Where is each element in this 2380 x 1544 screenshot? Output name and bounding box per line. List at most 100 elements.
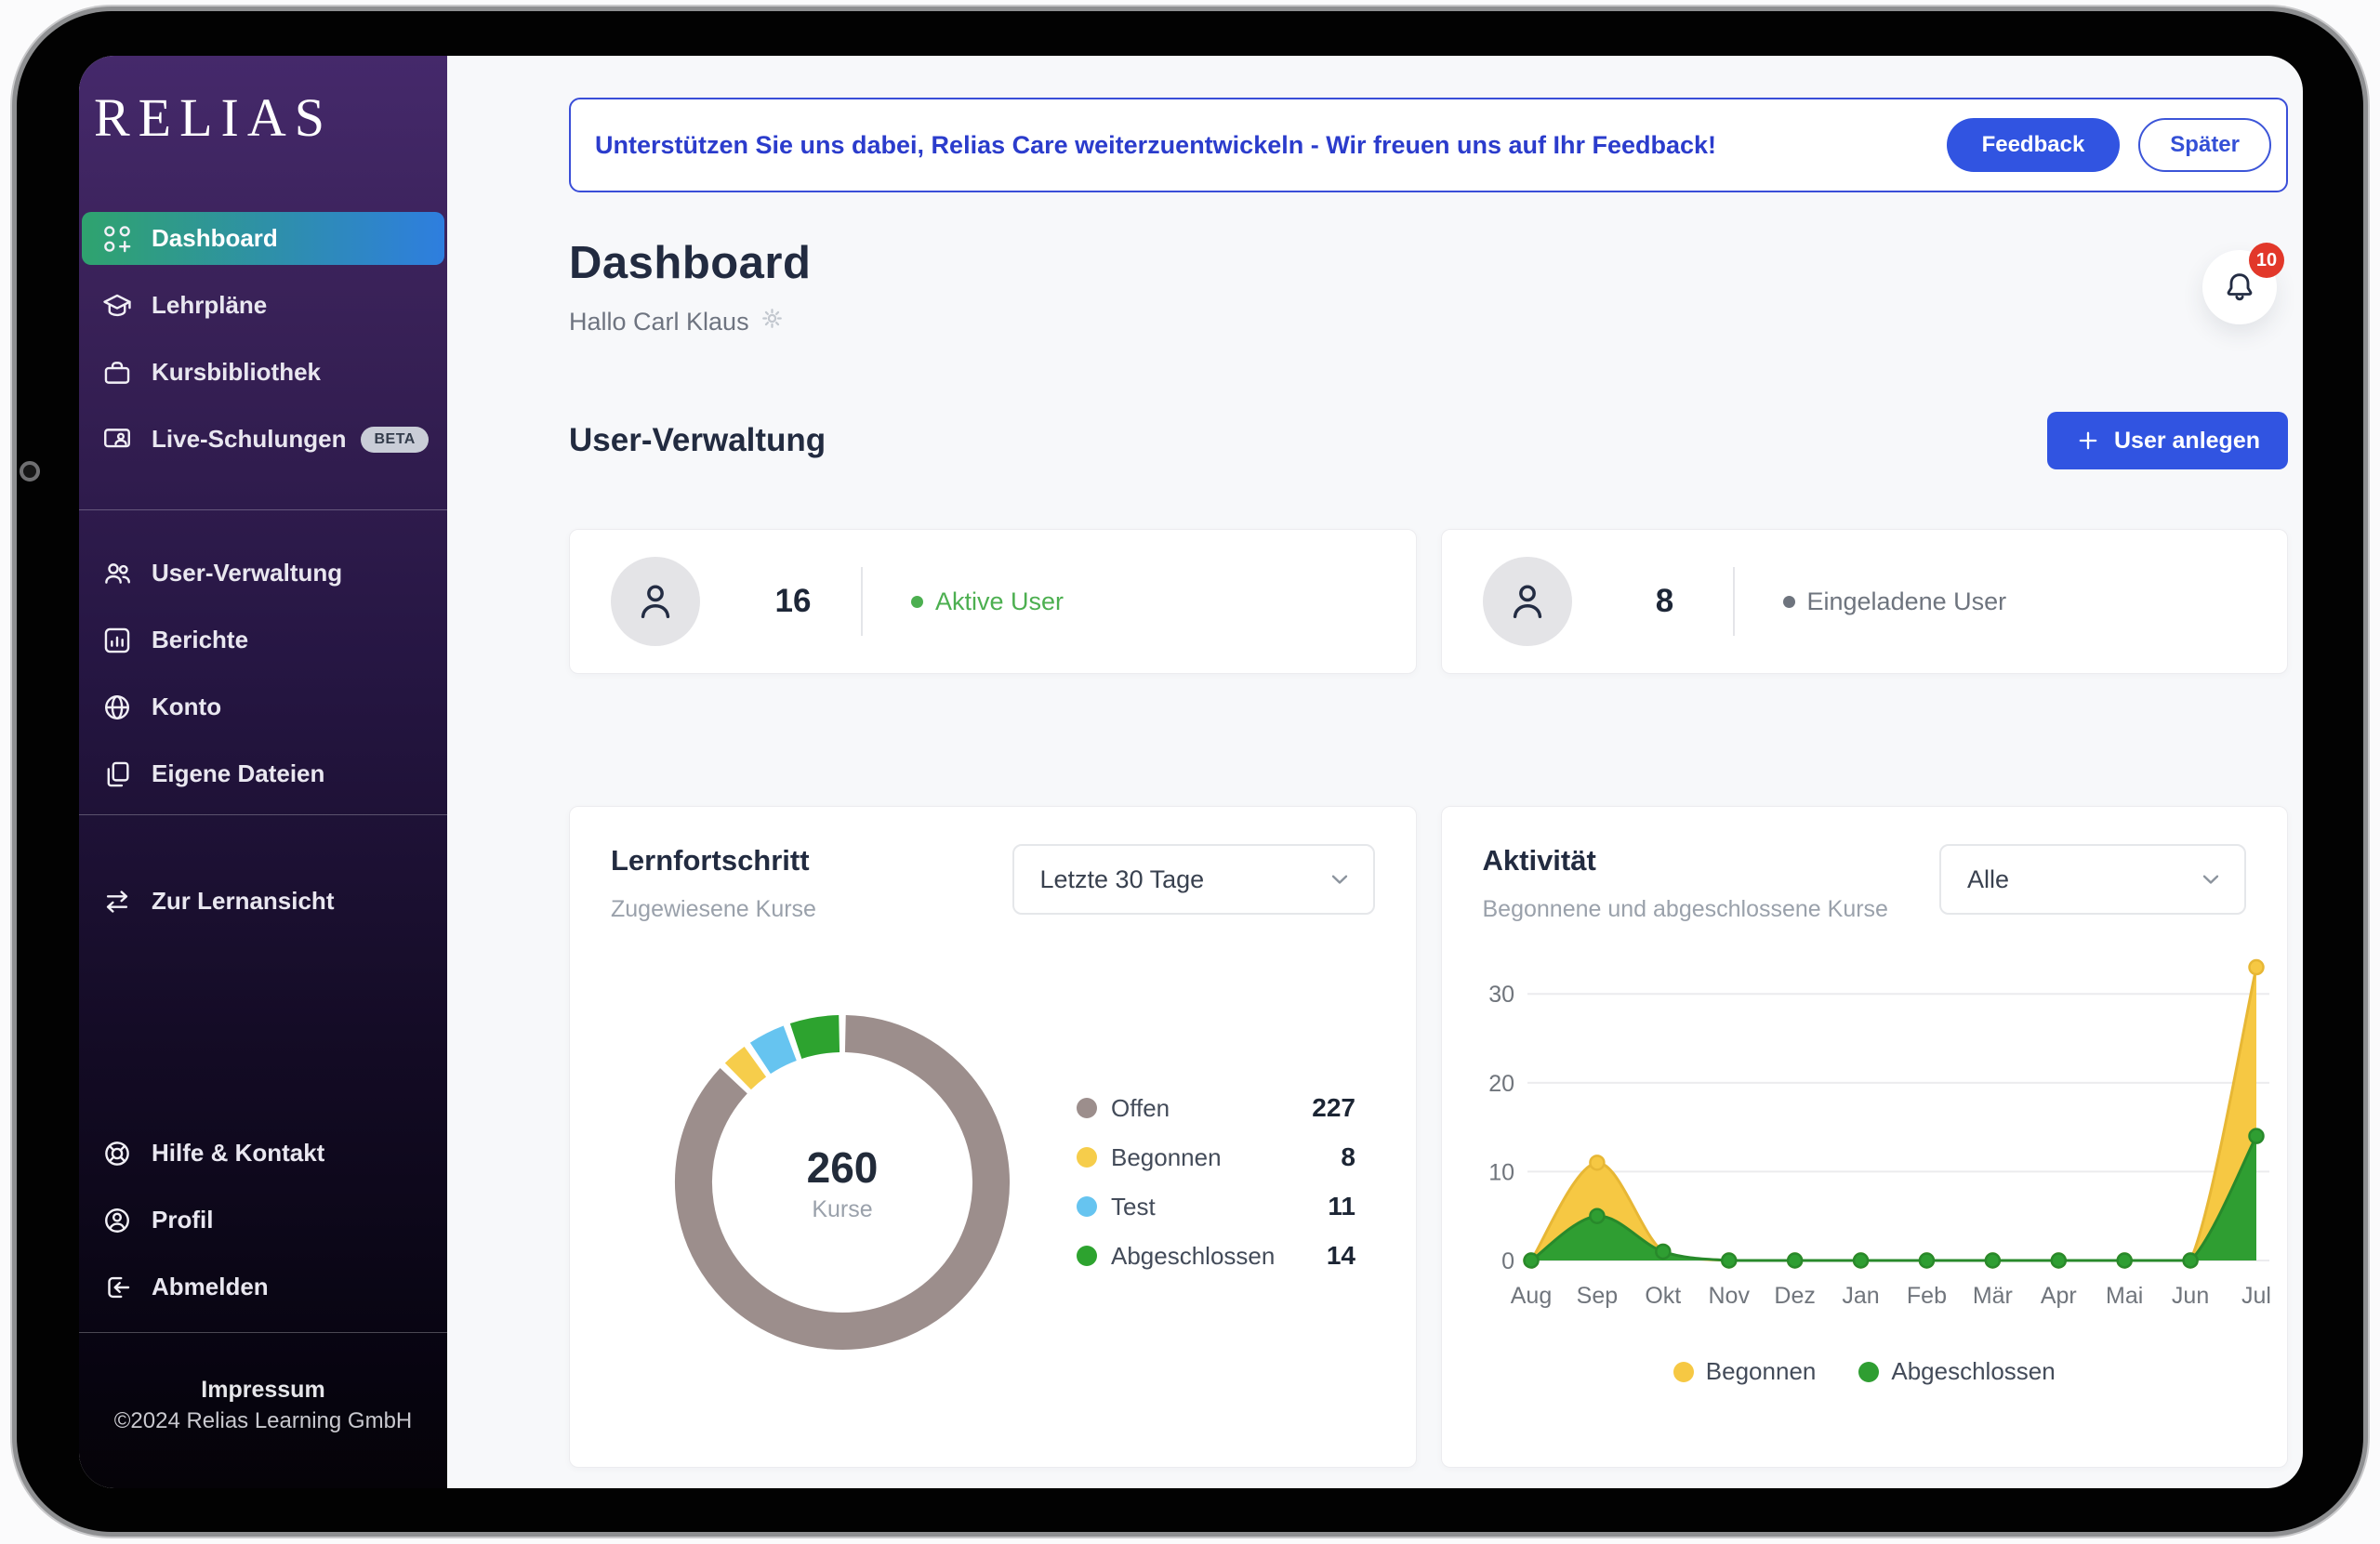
user-management-section: User-Verwaltung User anlegen [569,412,2288,469]
legend-item: Abgeschlossen [1858,1357,2056,1386]
svg-text:Jun: Jun [2171,1283,2208,1309]
sidebar-item-profil[interactable]: Profil [82,1194,444,1247]
avatar [611,557,700,646]
svg-text:Nov: Nov [1708,1283,1750,1309]
section-title: User-Verwaltung [569,422,826,458]
app-screen: RELIAS Dashboard Lehrpläne [79,56,2303,1488]
files-icon [100,759,134,790]
profile-icon [100,1205,134,1236]
activity-area-chart: 0 10 20 30 Aug Sep Okt Nov Dez Jan Feb Mär Apr Mai Jun… [1466,954,2284,1344]
svg-text:10: 10 [1488,1159,1514,1185]
sidebar-item-konto[interactable]: Konto [82,680,444,733]
users-icon [100,558,134,589]
svg-text:Aug: Aug [1510,1283,1551,1309]
sidebar: RELIAS Dashboard Lehrpläne [79,56,447,1488]
page-header: Dashboard Hallo Carl Klaus 10 [569,237,2288,337]
beta-badge: BETA [361,426,429,453]
screen-person-icon [100,424,134,455]
device-camera [20,461,40,482]
notification-button[interactable]: 10 [2202,243,2284,324]
stat-card-active-users: 16 Aktive User [569,529,1417,674]
notification-badge: 10 [2249,243,2284,278]
impressum-link[interactable]: Impressum [201,1377,325,1403]
device-frame: RELIAS Dashboard Lehrpläne [17,11,2363,1532]
legend-swatch [1673,1361,1694,1382]
course-box-icon [100,357,134,389]
greeting: Hallo Carl Klaus [569,306,2288,337]
stat-divider [1732,567,1735,636]
legend-item: Begonnen [1673,1357,1816,1386]
logout-icon [100,1272,134,1303]
legend-swatch [1077,1246,1097,1266]
legend-item: Abgeschlossen 14 [1077,1241,1355,1271]
legend-item: Offen 227 [1077,1093,1355,1123]
legend-swatch [1858,1361,1880,1382]
banner-message: Unterstützen Sie uns dabei, Relias Care … [595,130,1717,159]
sidebar-item-hilfe-kontakt[interactable]: Hilfe & Kontakt [82,1127,444,1180]
activity-legend: Begonnen Abgeschlossen [1442,1357,2288,1386]
donut-center-value: 260 [806,1142,879,1192]
stat-value: 16 [774,583,812,619]
card-aktivitaet: Aktivität Begonnene und abgeschlossene K… [1440,806,2288,1468]
page-title: Dashboard [569,238,812,288]
donut-chart: 260 Kurse [656,996,1028,1368]
svg-text:Okt: Okt [1645,1283,1681,1309]
person-icon [1513,585,1541,618]
sidebar-footer: Impressum ©2024 Relias Learning GmbH [79,1333,447,1435]
svg-text:Apr: Apr [2040,1283,2076,1309]
legend-swatch [1077,1147,1097,1168]
feedback-button[interactable]: Feedback [1946,118,2121,172]
sidebar-item-live-schulungen[interactable]: Live-Schulungen BETA [82,413,444,466]
sidebar-item-lehrplaene[interactable]: Lehrpläne [82,279,444,332]
plus-icon [2079,431,2097,450]
svg-text:Jul: Jul [2241,1283,2271,1309]
sidebar-item-eigene-dateien[interactable]: Eigene Dateien [82,747,444,800]
bell-icon [2227,273,2253,301]
copyright-text: ©2024 Relias Learning GmbH [113,1408,413,1433]
sidebar-bottom-group: Hilfe & Kontakt Profil Abmelden [79,1127,447,1435]
stat-label: Aktive User [911,587,1064,616]
svg-text:Dez: Dez [1774,1283,1815,1309]
legend-item: Test 11 [1077,1192,1355,1221]
svg-text:20: 20 [1488,1071,1514,1097]
relias-logo: RELIAS [94,87,333,148]
add-user-button[interactable]: User anlegen [2046,412,2288,469]
card-lernfortschritt: Lernfortschritt Zugewiesene Kurse Letzte… [569,806,1417,1468]
charts-row: Lernfortschritt Zugewiesene Kurse Letzte… [569,806,2288,1468]
stat-value: 8 [1655,583,1674,619]
stat-label: Eingeladene User [1782,587,2006,616]
globe-icon [100,692,134,723]
sidebar-divider [79,1332,447,1333]
sidebar-item-berichte[interactable]: Berichte [82,614,444,666]
svg-text:Feb: Feb [1906,1283,1946,1309]
status-bullet [1782,595,1795,608]
chevron-down-icon [2202,875,2219,884]
activity-filter-select[interactable]: Alle [1939,844,2246,915]
dashboard-icon [100,223,134,255]
sidebar-item-kursbibliothek[interactable]: Kursbibliothek [82,346,444,399]
sidebar-item-abmelden[interactable]: Abmelden [82,1260,444,1313]
card-title: Aktivität [1482,844,1596,877]
svg-text:Jan: Jan [1842,1283,1879,1309]
feedback-banner: Unterstützen Sie uns dabei, Relias Care … [569,98,2288,192]
sidebar-item-dashboard[interactable]: Dashboard [82,212,444,265]
legend-item: Begonnen 8 [1077,1142,1355,1172]
svg-text:Mai: Mai [2106,1283,2143,1309]
sidebar-item-zur-lernansicht[interactable]: Zur Lernansicht [82,875,444,928]
sidebar-divider [79,814,447,815]
graduation-cap-icon [100,290,134,322]
svg-text:30: 30 [1488,982,1514,1008]
card-title: Lernfortschritt [611,844,810,877]
avatar [1482,557,1572,646]
stats-row: 16 Aktive User 8 Eingeladene Us [569,529,2288,674]
card-subtitle: Begonnene und abgeschlossene Kurse [1482,896,1888,922]
svg-text:Mär: Mär [1972,1283,2012,1309]
later-button[interactable]: Später [2138,118,2271,172]
svg-text:0: 0 [1501,1248,1514,1274]
settings-gear-icon[interactable] [760,306,785,337]
svg-text:Sep: Sep [1576,1283,1617,1309]
sidebar-divider [79,509,447,510]
period-select[interactable]: Letzte 30 Tage [1012,844,1375,915]
sidebar-item-user-verwaltung[interactable]: User-Verwaltung [82,547,444,600]
card-subtitle: Zugewiesene Kurse [611,896,816,922]
